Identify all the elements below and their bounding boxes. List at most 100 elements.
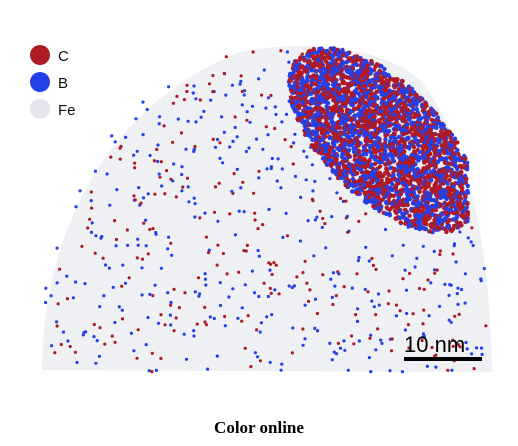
boron-atom <box>266 96 271 100</box>
boron-atom <box>401 154 407 159</box>
carbon-atom <box>369 58 374 64</box>
carbon-atom <box>446 192 451 197</box>
boron-atom <box>156 143 160 147</box>
carbon-atom <box>456 152 461 157</box>
boron-atom <box>115 188 119 192</box>
boron-atom <box>221 161 225 165</box>
boron-atom <box>330 358 334 362</box>
boron-atom <box>108 203 112 207</box>
carbon-atom <box>255 328 259 332</box>
boron-atom <box>345 214 349 218</box>
boron-atom <box>405 88 410 94</box>
boron-atom <box>275 179 279 183</box>
carbon-atom <box>55 324 59 328</box>
boron-atom <box>74 280 78 284</box>
boron-atom <box>180 189 184 193</box>
boron-atom <box>331 126 336 131</box>
boron-atom <box>409 166 414 171</box>
carbon-atom <box>174 316 178 320</box>
boron-atom <box>320 156 326 161</box>
carbon-atom <box>331 302 335 307</box>
carbon-atom <box>447 130 453 135</box>
boron-atom <box>82 330 86 335</box>
carbon-atom <box>344 199 348 203</box>
boron-atom <box>414 168 419 173</box>
carbon-atom <box>251 50 255 54</box>
carbon-atom <box>346 139 351 144</box>
boron-atom <box>394 314 398 318</box>
carbon-atom <box>365 183 370 188</box>
carbon-atom <box>356 148 361 153</box>
boron-atom <box>428 177 434 183</box>
carbon-atom <box>301 271 305 275</box>
carbon-atom <box>312 60 318 65</box>
boron-atom <box>314 122 320 127</box>
boron-atom <box>398 127 403 132</box>
boron-atom <box>425 364 429 368</box>
carbon-atom <box>403 207 408 212</box>
carbon-atom <box>368 95 373 101</box>
carbon-atom <box>182 98 186 102</box>
carbon-atom <box>378 105 383 111</box>
boron-atom <box>407 146 412 151</box>
boron-atom <box>455 148 460 153</box>
boron-atom <box>114 244 118 248</box>
carbon-atom <box>470 226 474 230</box>
carbon-atom <box>451 338 455 342</box>
boron-atom <box>403 328 407 332</box>
boron-atom <box>304 78 310 83</box>
carbon-atom <box>386 302 390 306</box>
carbon-atom <box>244 249 248 253</box>
carbon-atom <box>313 76 319 81</box>
boron-atom <box>331 149 336 154</box>
boron-atom <box>146 315 150 320</box>
carbon-atom <box>358 57 363 63</box>
carbon-atom <box>253 211 257 215</box>
carbon-atom <box>364 212 368 216</box>
carbon-atom <box>362 119 367 124</box>
carbon-atom <box>288 95 294 100</box>
boron-atom <box>137 186 141 190</box>
boron-atom <box>422 111 427 116</box>
carbon-atom <box>319 131 324 136</box>
carbon-atom <box>193 144 197 149</box>
carbon-atom <box>325 65 331 70</box>
carbon-atom <box>133 198 137 202</box>
carbon-atom <box>240 319 244 323</box>
boron-atom <box>321 66 327 71</box>
boron-atom <box>357 186 362 191</box>
boron-atom <box>385 184 390 189</box>
boron-atom <box>394 190 399 195</box>
carbon-atom <box>436 184 441 189</box>
carbon-atom <box>383 170 388 176</box>
boron-atom <box>342 169 348 174</box>
boron-atom <box>356 259 360 263</box>
carbon-atom <box>376 126 381 132</box>
boron-atom <box>464 167 470 172</box>
boron-atom <box>252 291 257 295</box>
boron-atom <box>400 181 405 186</box>
carbon-atom <box>402 149 407 154</box>
boron-atom <box>435 115 441 120</box>
boron-atom <box>397 215 402 220</box>
carbon-atom <box>400 83 405 88</box>
carbon-atom <box>373 64 378 69</box>
boron-atom <box>431 198 436 203</box>
boron-atom <box>411 106 416 112</box>
boron-atom <box>65 274 69 278</box>
carbon-atom <box>418 125 423 130</box>
boron-atom <box>332 47 337 53</box>
carbon-atom <box>256 227 260 231</box>
boron-atom <box>257 176 261 180</box>
boron-atom <box>243 283 247 287</box>
boron-atom <box>339 154 345 160</box>
boron-atom <box>414 202 419 208</box>
boron-atom <box>379 338 383 342</box>
boron-atom <box>212 316 216 321</box>
boron-atom <box>327 113 332 119</box>
boron-atom <box>417 226 422 232</box>
carbon-atom <box>312 55 317 60</box>
carbon-atom <box>422 121 427 126</box>
boron-atom <box>383 143 388 148</box>
boron-atom <box>144 343 148 347</box>
